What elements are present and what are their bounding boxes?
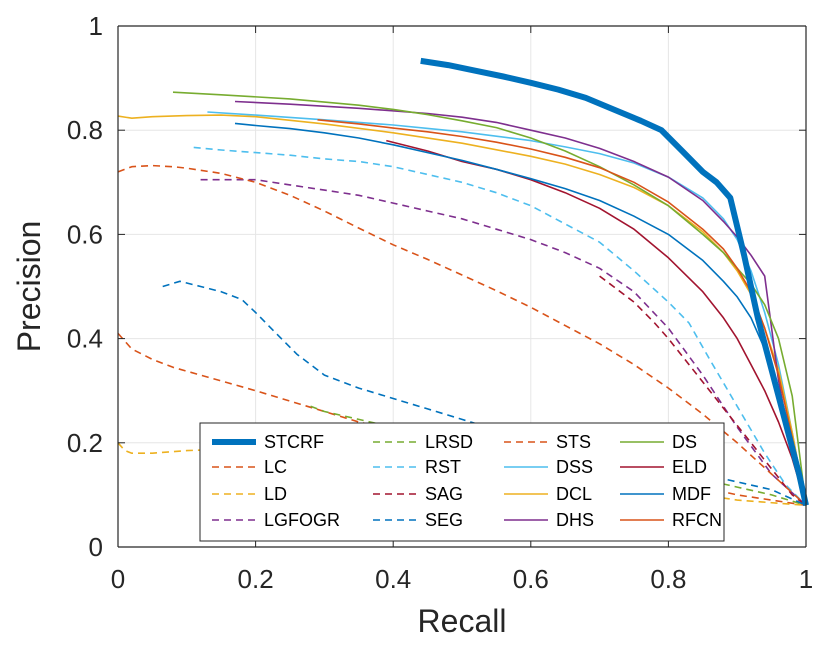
y-tick-label: 0.4 [67,324,103,354]
y-tick-label: 0.6 [67,219,103,249]
x-axis-label: Recall [418,603,507,639]
x-tick-label: 0.6 [513,564,549,594]
series-line-lgfogr [200,178,807,506]
legend-label-rst: RST [425,457,461,477]
series-line-seg [162,280,807,507]
legend-label-stcrf: STCRF [264,432,324,452]
x-tick-label: 0.8 [650,564,686,594]
series-line-rfcn [317,119,807,506]
legend-label-ld: LD [264,484,287,504]
legend-label-dhs: DHS [556,510,594,530]
series-line-rst [193,146,807,506]
x-tick-label: 0.2 [238,564,274,594]
legend-label-ds: DS [672,432,697,452]
legend-label-mdf: MDF [672,484,711,504]
x-tick-label: 1 [799,564,813,594]
y-axis-label: Precision [11,221,47,353]
legend-label-rfcn: RFCN [672,510,722,530]
legend-label-dcl: DCL [556,484,592,504]
legend-label-lgfogr: LGFOGR [264,510,340,530]
series-line-ds [172,91,807,506]
series-line-mdf [234,122,807,506]
legend-label-lc: LC [264,457,287,477]
legend-label-sts: STS [556,432,591,452]
y-tick-label: 0.2 [67,428,103,458]
legend-label-lrsd: LRSD [425,432,473,452]
y-tick-label: 0 [89,532,103,562]
x-tick-label: 0 [111,564,125,594]
y-tick-label: 0.8 [67,115,103,145]
x-tick-label: 0.4 [375,564,411,594]
legend: STCRF LC LD LGFOGR LRSD RST SAG SEG STS DSS DCL DHS… [199,422,725,542]
axes [117,25,807,548]
tick-labels: 0 0.2 0.4 0.6 0.8 1 0 0.2 0.4 0.6 0.8 1 [67,11,813,594]
series-line-sag [599,275,807,506]
legend-label-eld: ELD [672,457,707,477]
legend-label-dss: DSS [556,457,593,477]
series-line-stcrf [420,57,809,506]
y-tick-label: 1 [89,11,103,41]
series-line-sts [117,164,807,506]
legend-label-sag: SAG [425,484,463,504]
legend-label-seg: SEG [425,510,463,530]
